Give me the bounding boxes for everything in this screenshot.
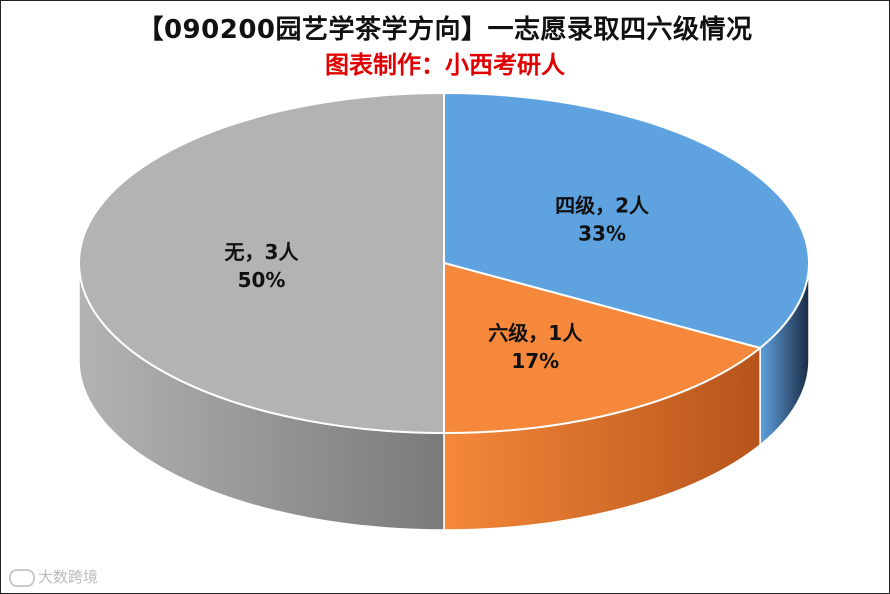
pie-slice-0 [443,91,810,350]
pie-label-1: 六级，1人 [488,321,583,345]
pie-percent-1: 17% [511,349,559,373]
chart-subtitle: 图表制作：小西考研人 [325,51,565,79]
watermark: 大数跨境 [9,566,98,587]
pie-slice-1 [443,261,763,435]
pie-label-2: 无，3人 [225,240,300,264]
chart-title: 【090200园艺学茶学方向】一志愿录取四六级情况 [137,15,753,45]
pie-slice-2 [78,91,445,435]
pie-percent-2: 50% [238,268,286,292]
camera-logo-icon [9,568,35,587]
pie-label-0: 四级，2人 [555,193,650,217]
watermark-text: 大数跨境 [38,568,99,586]
pie-percent-0: 33% [578,221,626,245]
